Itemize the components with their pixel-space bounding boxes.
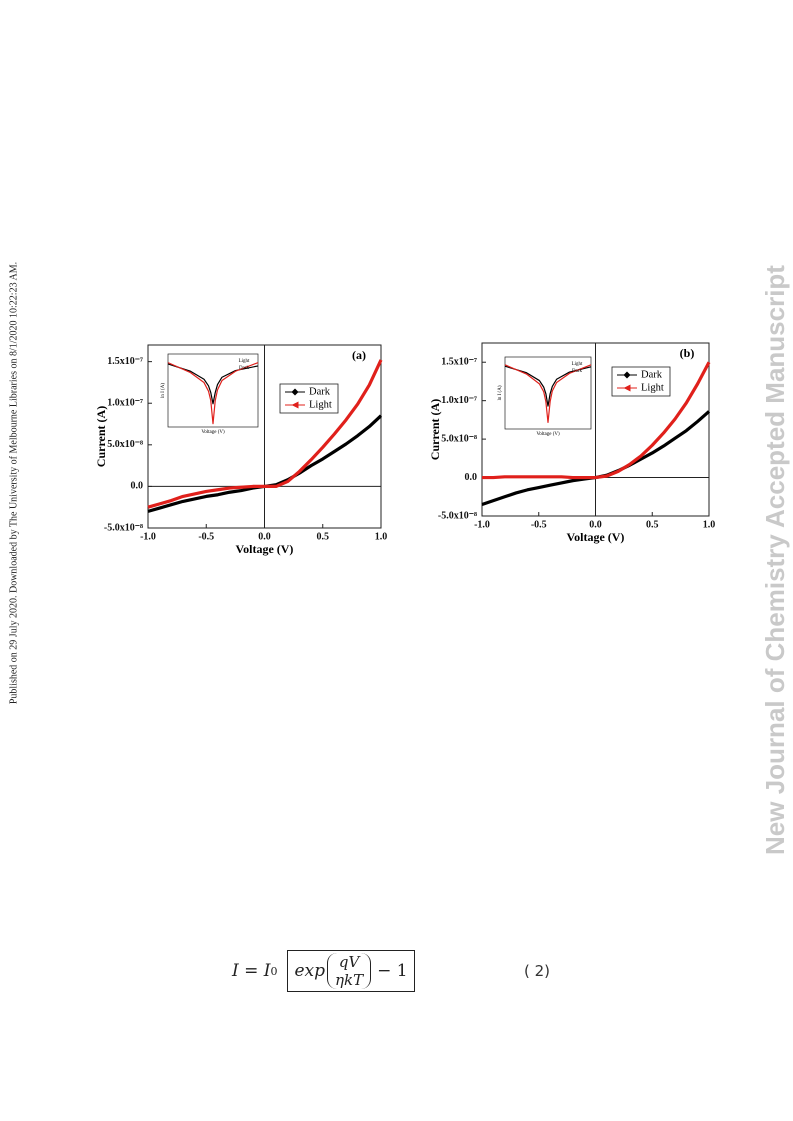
eq-denominator: ηkT — [335, 971, 364, 989]
inset-line — [504, 364, 592, 424]
watermark: New Journal of Chemistry Accepted Manusc… — [760, 265, 790, 855]
inset-annotation: Light — [572, 362, 583, 367]
inset-line — [167, 363, 259, 405]
legend-label: Dark — [309, 386, 331, 397]
x-tick-label: 0.5 — [646, 519, 659, 530]
eq-tail: − 1 — [377, 961, 408, 981]
inset-frame — [167, 353, 259, 428]
eq-function: exp — [294, 961, 326, 981]
y-tick-label: 0.0 — [131, 481, 144, 492]
x-tick-label: 0.5 — [317, 531, 330, 542]
series-line — [147, 359, 383, 509]
y-tick-label: 1.0x10⁻⁷ — [107, 398, 143, 409]
x-tick-label: 1.0 — [703, 519, 716, 530]
chart-title: (b) — [680, 346, 695, 360]
legend-label: Light — [309, 399, 332, 410]
side-note: Published on 29 July 2020. Downloaded by… — [8, 262, 19, 704]
x-tick-label: 1.0 — [375, 531, 388, 542]
legend-label: Light — [641, 382, 664, 393]
chart-title: (a) — [352, 348, 366, 362]
inset-y-title: ln I (A) — [498, 385, 503, 400]
x-tick-label: 0.0 — [589, 519, 602, 530]
y-tick-label: 5.0x10⁻⁸ — [441, 433, 477, 444]
legend-marker — [623, 384, 631, 392]
y-axis-title: Current (A) — [428, 399, 442, 460]
y-tick-label: -5.0x10⁻⁸ — [438, 510, 477, 521]
inset-line — [504, 365, 592, 407]
eq-paren: qV ηkT — [327, 953, 372, 989]
inset-annotation: Light — [239, 359, 250, 364]
inset-annotation: Dark — [572, 369, 582, 374]
inset-x-title: Voltage (V) — [201, 430, 225, 435]
x-tick-label: -1.0 — [474, 519, 490, 530]
y-tick-label: 0.0 — [465, 472, 478, 483]
eq-lhs: I = I — [232, 961, 271, 981]
legend-box — [611, 366, 671, 397]
legend-marker — [291, 388, 299, 396]
legend-marker — [623, 371, 631, 379]
eq-fraction: qV ηkT — [335, 953, 363, 989]
series-line — [482, 361, 711, 480]
x-tick-label: -0.5 — [531, 519, 547, 530]
eq-number: ( 2) — [524, 962, 551, 980]
x-tick-label: -1.0 — [140, 531, 156, 542]
eq-bracket: exp qV ηkT − 1 — [287, 950, 415, 992]
legend-box — [279, 383, 339, 414]
y-tick-label: 5.0x10⁻⁸ — [107, 439, 143, 450]
y-tick-label: 1.5x10⁻⁷ — [441, 357, 477, 368]
x-axis-title: Voltage (V) — [236, 542, 294, 556]
inset-y-title: ln I (A) — [161, 383, 166, 398]
eq-subscript: 0 — [270, 964, 278, 978]
y-axis-title: Current (A) — [94, 406, 108, 467]
eq-numerator: qV — [338, 953, 360, 971]
y-tick-label: 1.5x10⁻⁷ — [107, 356, 143, 367]
legend-label: Dark — [641, 369, 663, 380]
inset-x-title: Voltage (V) — [536, 432, 560, 437]
x-tick-label: -0.5 — [198, 531, 214, 542]
legend-marker — [291, 401, 299, 409]
y-tick-label: 1.0x10⁻⁷ — [441, 395, 477, 406]
x-axis-title: Voltage (V) — [567, 530, 625, 544]
inset-annotation: Dark — [239, 366, 249, 371]
y-tick-label: -5.0x10⁻⁸ — [104, 522, 143, 533]
x-tick-label: 0.0 — [258, 531, 271, 542]
inset-line — [167, 362, 259, 425]
